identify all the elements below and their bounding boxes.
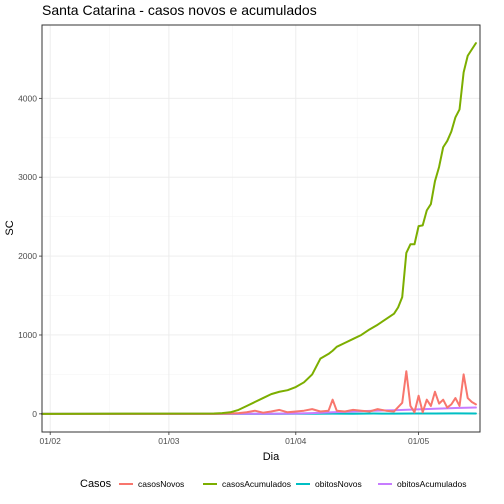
legend-entry-casosAcumulados: casosAcumulados [222,479,291,489]
axis-ticks [39,97,419,435]
x-tick-label: 01/03 [158,436,180,446]
series-line-casosNovos [41,370,477,415]
y-tick-label: 3000 [18,172,37,182]
x-tick-label: 01/02 [40,436,62,446]
y-tick-labels: 0 1000 2000 3000 4000 [18,93,37,419]
legend-entry-obitosNovos: obitosNovos [315,479,362,489]
y-tick-label: 2000 [18,251,37,261]
y-tick-label: 4000 [18,93,37,103]
y-tick-label: 1000 [18,330,37,340]
panel-border [41,24,481,433]
legend: Casos casosNovos casosAcumulados obitosNov… [80,478,466,490]
series-line-casosAcumulados [41,42,477,415]
legend-entry-casosNovos: casosNovos [138,479,184,489]
x-axis-title: Dia [263,451,280,463]
series-layer [41,42,477,415]
x-tick-labels: 01/02 01/03 01/04 01/05 [40,436,430,446]
x-tick-label: 01/04 [285,436,307,446]
legend-title: Casos [80,478,112,490]
y-axis-title: SC [4,220,16,235]
chart-title: Santa Catarina - casos novos e acumulado… [42,2,317,18]
x-tick-label: 01/05 [408,436,430,446]
y-tick-label: 0 [32,409,37,419]
grid-major [42,25,480,432]
grid-minor [42,25,480,432]
legend-entry-obitosAcumulados: obitosAcumulados [397,479,466,489]
